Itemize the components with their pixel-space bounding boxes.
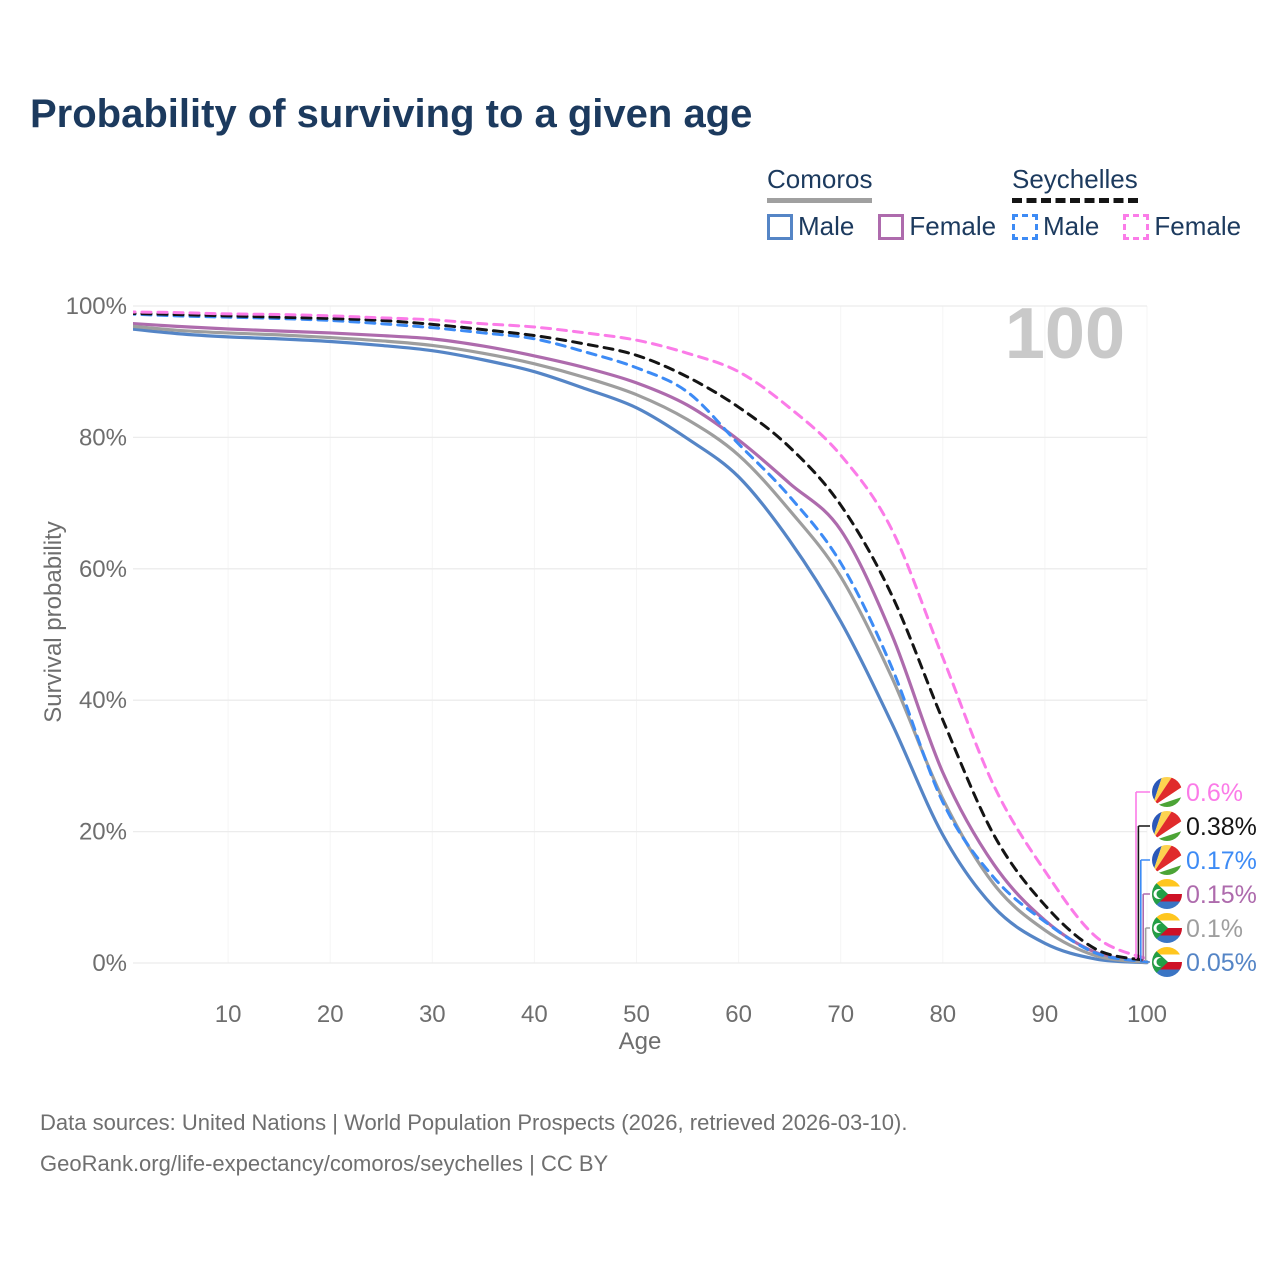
legend-country-comoros[interactable]: Comoros xyxy=(767,164,873,203)
legend-item-seychelles-female[interactable]: Female xyxy=(1123,211,1241,242)
x-tick-label: 90 xyxy=(1032,1001,1059,1028)
legend-group-comoros: Comoros Male Female xyxy=(767,164,996,242)
leader-line xyxy=(1137,825,1150,961)
legend-item-comoros-male[interactable]: Male xyxy=(767,211,854,242)
end-value-label: 0.6% xyxy=(1186,779,1243,807)
series-line-comoros-female[interactable] xyxy=(126,321,1149,964)
y-tick-label: 0% xyxy=(92,950,127,977)
x-tick-label: 70 xyxy=(827,1001,854,1028)
gridlines xyxy=(133,305,1148,964)
flag-comoros-icon xyxy=(1152,947,1182,977)
x-tick-label: 10 xyxy=(215,1001,242,1028)
y-tick-label: 60% xyxy=(79,556,127,583)
chart-title: Probability of surviving to a given age xyxy=(30,92,753,136)
y-tick-label: 20% xyxy=(79,819,127,846)
x-tick-label: 50 xyxy=(623,1001,650,1028)
x-axis-title: Age xyxy=(619,1028,662,1055)
end-value-labels: 0.6% 0.38% 0.17% 0.15% 0.1% 0.05% xyxy=(1135,777,1257,977)
line-swatch-icon xyxy=(767,213,793,240)
end-value-label: 0.17% xyxy=(1186,847,1257,875)
footer-source-line: Data sources: United Nations | World Pop… xyxy=(40,1110,908,1135)
x-tick-label: 100 xyxy=(1127,1001,1167,1028)
leader-line xyxy=(1147,961,1150,963)
end-value-label: 0.15% xyxy=(1186,881,1257,909)
legend-country-seychelles[interactable]: Seychelles xyxy=(1012,164,1138,203)
series-line-comoros-both-sexes[interactable] xyxy=(126,324,1149,964)
y-tick-label: 80% xyxy=(79,424,127,451)
leader-line xyxy=(1140,859,1150,961)
series-lines xyxy=(126,310,1149,965)
legend-item-comoros-female[interactable]: Female xyxy=(878,211,996,242)
legend-item-label: Female xyxy=(909,211,997,241)
plot-area[interactable] xyxy=(133,296,1147,963)
end-value-label: 0.1% xyxy=(1186,915,1243,943)
line-swatch-icon xyxy=(878,213,905,240)
series-line-seychelles-female[interactable] xyxy=(126,310,1149,961)
y-tick-label: 40% xyxy=(79,687,127,714)
leader-line xyxy=(1144,927,1150,961)
legend-item-label: Male xyxy=(798,211,855,241)
flag-comoros-icon xyxy=(1152,879,1182,909)
flag-seychelles-icon xyxy=(1152,777,1182,807)
footer-license-line[interactable]: GeoRank.org/life-expectancy/comoros/seyc… xyxy=(40,1151,609,1176)
legend-group-seychelles: Seychelles Male Female xyxy=(1012,164,1241,242)
leader-line xyxy=(1142,893,1150,961)
flag-seychelles-icon xyxy=(1152,811,1182,841)
line-swatch-icon xyxy=(1012,213,1038,240)
footer: Data sources: United Nations | World Pop… xyxy=(40,1102,907,1184)
y-tick-label: 100% xyxy=(66,293,127,320)
legend-item-label: Female xyxy=(1154,211,1242,241)
x-tick-label: 40 xyxy=(521,1001,548,1028)
flag-seychelles-icon xyxy=(1152,845,1182,875)
series-line-seychelles-male[interactable] xyxy=(126,312,1149,964)
x-tick-label: 80 xyxy=(929,1001,956,1028)
x-tick-label: 20 xyxy=(317,1001,344,1028)
end-value-label: 0.38% xyxy=(1186,813,1257,841)
flag-comoros-icon xyxy=(1152,913,1182,943)
legend-item-label: Male xyxy=(1043,211,1100,241)
legend-item-seychelles-male[interactable]: Male xyxy=(1012,211,1099,242)
line-swatch-icon xyxy=(1123,213,1150,240)
series-line-seychelles-both-sexes[interactable] xyxy=(126,311,1149,963)
x-tick-label: 30 xyxy=(419,1001,446,1028)
leader-line xyxy=(1135,791,1150,960)
end-value-label: 0.05% xyxy=(1186,949,1257,977)
hover-age-indicator: 100 xyxy=(960,298,1125,370)
x-tick-label: 60 xyxy=(725,1001,752,1028)
series-line-comoros-male[interactable] xyxy=(126,327,1149,965)
